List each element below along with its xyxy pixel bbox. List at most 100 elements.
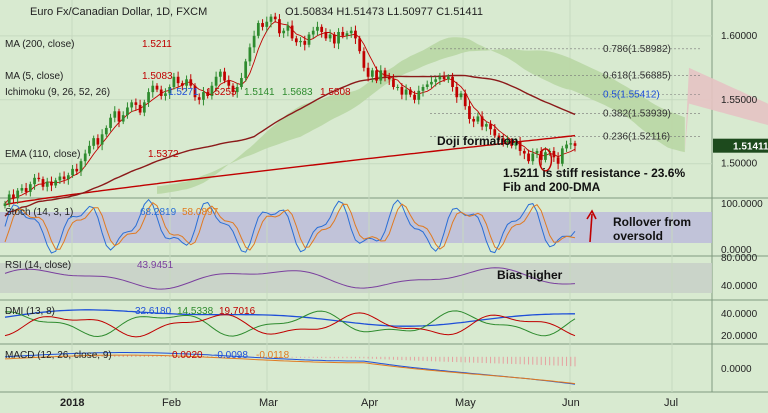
panel-label: DMI (13, 8) [5, 306, 55, 317]
current-price-label: 1.51411 [733, 142, 768, 153]
candle-body [92, 138, 96, 146]
panel-label: MACD (12, 26, close, 9) [5, 350, 112, 361]
candle-body [535, 150, 539, 154]
candle-body [425, 84, 429, 87]
candle-body [484, 124, 488, 127]
candle-body [12, 194, 15, 199]
candle-body [3, 203, 7, 206]
candle-body [134, 102, 138, 105]
candle-body [527, 153, 530, 162]
candle-body [147, 92, 150, 103]
candle-body [121, 115, 125, 122]
fib-label: 0.236(1.52116) [603, 132, 670, 143]
ichimoku-cloud [157, 37, 768, 194]
candle-body [472, 118, 476, 122]
candle-body [185, 79, 188, 86]
candle-body [510, 140, 514, 146]
candle-body [168, 86, 172, 94]
candle-body [261, 23, 264, 27]
time-tick-label: Apr [361, 397, 378, 409]
candle-body [45, 181, 49, 187]
stoch-tick-label: 100.0000 [721, 199, 763, 210]
candlesticks [3, 12, 577, 209]
dmi-minus-line [4, 312, 576, 338]
candle-body [383, 70, 387, 77]
ema-110-line [4, 74, 576, 217]
indicator-label: Ichimoku (9, 26, 52, 26) [5, 87, 110, 98]
candle-body [320, 26, 324, 32]
candle-body [214, 76, 218, 86]
candle-body [501, 138, 505, 142]
price-tick-label: 1.55000 [721, 95, 758, 106]
indicator-value: 1.5372 [148, 149, 179, 160]
candle-body [404, 89, 408, 95]
rsi-tick-label: 40.0000 [721, 281, 758, 292]
candle-body [438, 76, 442, 80]
candle-body [396, 86, 400, 88]
candle-body [459, 93, 463, 98]
candle-body [408, 89, 412, 95]
candle-body [392, 79, 395, 87]
candle-body [109, 117, 112, 128]
candle-body [37, 177, 41, 180]
candle-body [265, 21, 269, 27]
candle-body [155, 85, 159, 90]
candle-body [66, 175, 70, 180]
annotation-rollover-line1: Rollover from [613, 215, 691, 229]
annotation-resistance-line1: 1.5211 is stiff resistance - 23.6% [503, 166, 685, 180]
candle-body [358, 38, 362, 52]
stoch-tick-label: 0.0000 [721, 245, 752, 256]
candle-body [235, 86, 239, 93]
dmi-plus-line [4, 310, 576, 338]
candle-body [273, 16, 277, 20]
panel-value: 32.6180 [135, 306, 172, 317]
ma-5-line [4, 20, 576, 204]
panel-value: 68.2819 [140, 207, 177, 218]
candle-body [176, 76, 180, 84]
indicator-label: EMA (110, close) [5, 149, 80, 160]
dmi-tick-label: 20.0000 [721, 331, 758, 342]
candle-body [62, 176, 66, 180]
candle-body [252, 35, 256, 48]
time-tick-label: Mar [259, 397, 278, 409]
candle-body [130, 102, 134, 108]
candle-body [71, 168, 74, 176]
candle-body [202, 92, 205, 100]
candle-body [565, 144, 568, 149]
rollover-arrow-shaft [589, 213, 593, 243]
price-tick-label: 1.60000 [721, 31, 758, 42]
annotation-rollover-line2: oversold [613, 229, 663, 243]
candle-body [282, 30, 286, 34]
indicator-label: MA (5, close) [5, 71, 63, 82]
candle-body [446, 76, 450, 80]
panel-label: RSI (14, close) [5, 260, 71, 271]
candle-body [328, 34, 332, 39]
macd-signal-line [4, 354, 576, 385]
candle-body [569, 143, 573, 145]
candle-body [41, 179, 45, 187]
candle-body [341, 31, 345, 36]
candle-body [248, 47, 252, 62]
candle-body [506, 140, 509, 142]
time-tick-label: Jun [562, 397, 580, 409]
candle-body [159, 89, 163, 96]
candle-body [218, 71, 222, 77]
candle-body [337, 31, 340, 44]
annotation-resistance-line2: Fib and 200-DMA [503, 180, 601, 194]
time-tick-label: Jul [664, 397, 678, 409]
price-axis: 1.60000 1.55000 1.50000 1.51411 100.0000 0.00… [713, 31, 768, 375]
candle-body [324, 31, 328, 39]
time-axis: 2018 Feb Mar Apr May Jun Jul [60, 397, 678, 409]
fib-levels: 0.786(1.58982) 0.618(1.56885) 0.5(1.55412)… [430, 44, 700, 143]
indicator-value: 1.5255 [206, 87, 237, 98]
candle-body [497, 135, 501, 139]
candle-body [75, 168, 79, 172]
panel-value: 58.0897 [182, 207, 219, 218]
candle-body [455, 86, 459, 98]
candle-body [172, 76, 176, 87]
candle-body [375, 70, 378, 81]
panel-value: -0.0118 [256, 350, 290, 361]
candle-body [88, 145, 91, 154]
rsi-tick-label: 80.0000 [721, 253, 758, 264]
